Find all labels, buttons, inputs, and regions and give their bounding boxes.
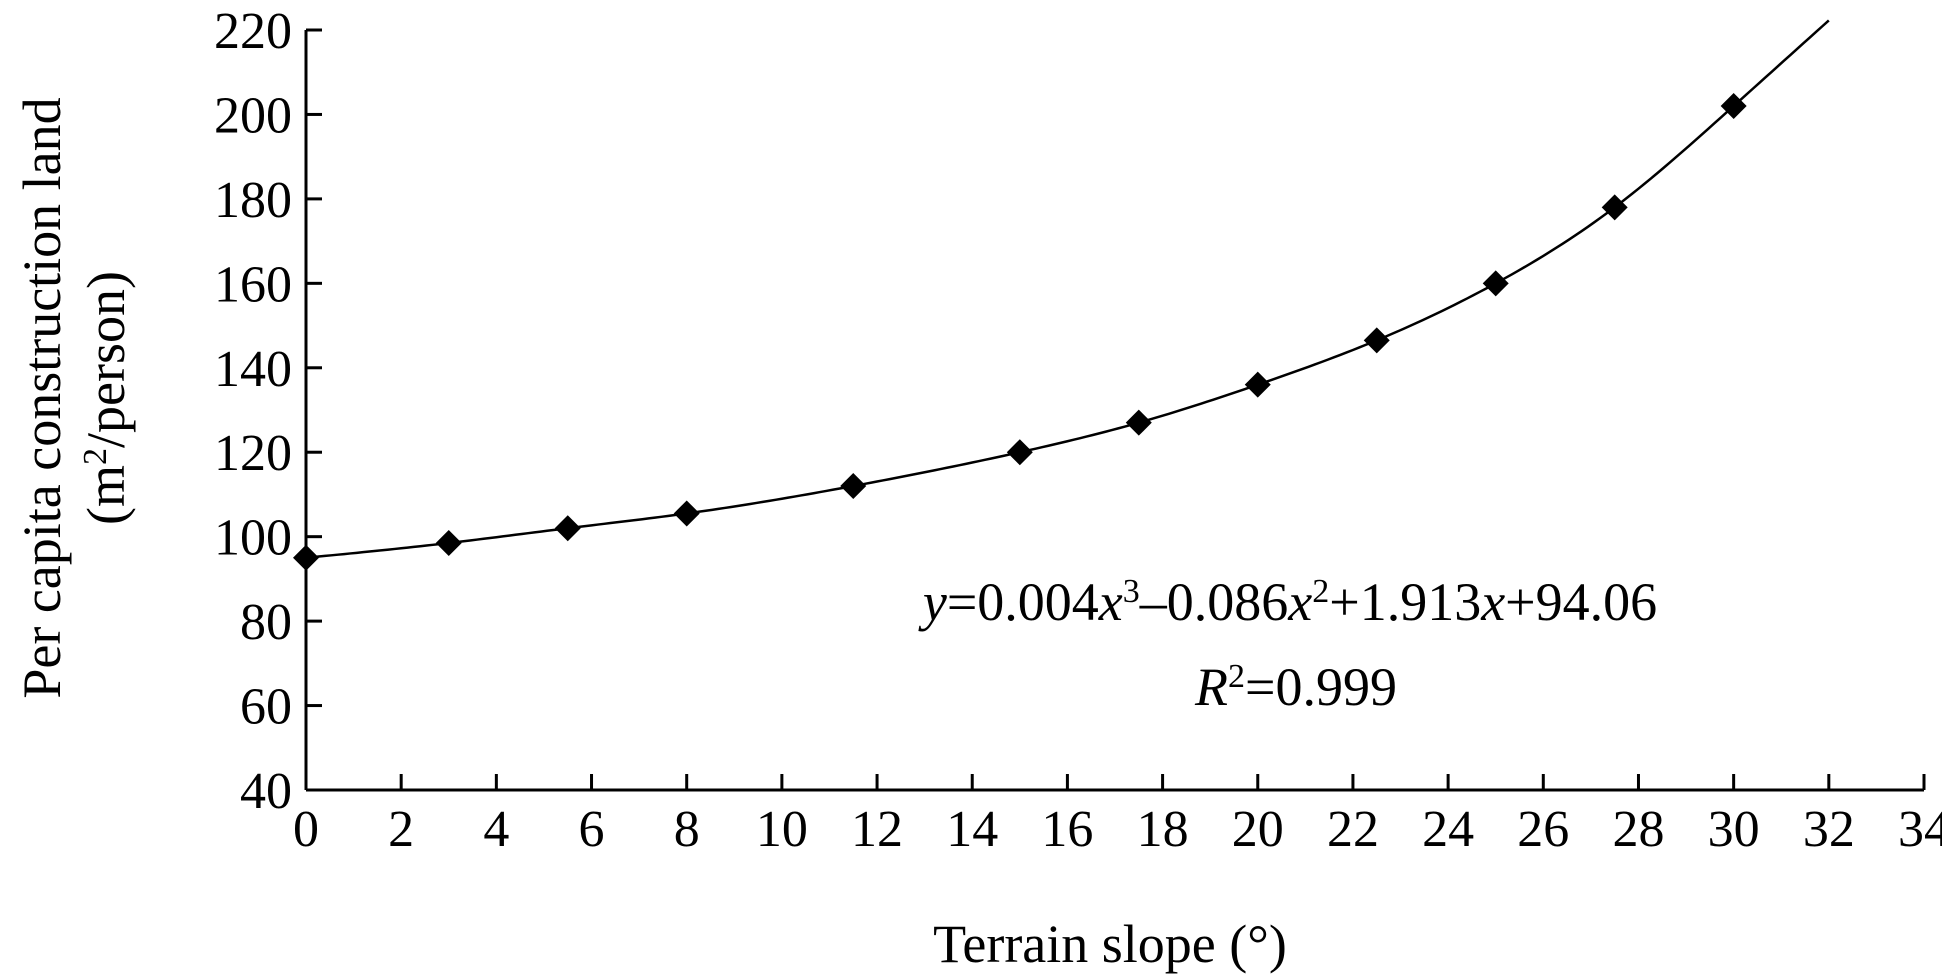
x-tick-label: 20	[1232, 801, 1284, 858]
x-tick-label: 30	[1708, 801, 1760, 858]
x-tick-label: 4	[483, 801, 509, 858]
y-tick-label: 180	[214, 172, 292, 229]
y-tick-label: 160	[214, 256, 292, 313]
x-tick-label: 2	[388, 801, 414, 858]
x-tick-label: 14	[946, 801, 998, 858]
data-points	[293, 93, 1747, 571]
y-tick-label: 120	[214, 425, 292, 482]
data-point	[554, 515, 581, 542]
x-tick-label: 8	[674, 801, 700, 858]
y-axis-title-line2: (m2/person)	[76, 271, 136, 525]
x-tick-label: 22	[1327, 801, 1379, 858]
x-tick-label: 28	[1612, 801, 1664, 858]
data-point	[435, 530, 462, 556]
x-tick-label: 12	[851, 801, 903, 858]
y-tick-label: 220	[214, 3, 292, 60]
y-axis-title: Per capita construction land (m2/person)	[12, 97, 136, 698]
data-point	[1363, 327, 1390, 354]
y-tick-label: 80	[240, 594, 292, 651]
data-point	[1601, 194, 1628, 221]
data-point	[840, 473, 867, 499]
y-axis-ticks: 40 60 80 100 120 140 160 180 200 220	[214, 3, 322, 820]
data-point	[673, 500, 700, 527]
y-tick-label: 100	[214, 510, 292, 567]
x-tick-label: 32	[1803, 801, 1855, 858]
y-tick-label: 40	[240, 763, 292, 820]
r-squared: R2=0.999	[1194, 657, 1397, 717]
data-point	[1006, 439, 1033, 466]
x-tick-label: 10	[756, 801, 808, 858]
data-point	[1244, 371, 1271, 398]
axes	[304, 30, 1924, 792]
x-tick-label: 6	[579, 801, 605, 858]
x-axis-ticks: 0 2 4 6 8 10 12 14 16 18 20 22 24 26 28 30 32 34	[293, 774, 1942, 858]
x-tick-label: 26	[1517, 801, 1569, 858]
x-axis-title: Terrain slope (°)	[933, 914, 1287, 974]
data-point	[1720, 93, 1747, 119]
data-point	[1125, 409, 1152, 436]
y-tick-label: 140	[214, 341, 292, 398]
y-tick-label: 200	[214, 87, 292, 144]
trendline-curve	[305, 19, 1830, 560]
x-tick-label: 24	[1422, 801, 1474, 858]
x-tick-label: 34	[1898, 801, 1942, 858]
x-tick-label: 0	[293, 801, 319, 858]
trend-equation: y=0.004x3–0.086x2+1.913x+94.06	[918, 572, 1657, 632]
x-tick-label: 16	[1041, 801, 1093, 858]
data-point	[293, 544, 319, 571]
x-tick-label: 18	[1137, 801, 1189, 858]
y-axis-title-line1: Per capita construction land	[12, 97, 72, 698]
y-tick-label: 60	[240, 679, 292, 736]
data-point	[1482, 270, 1509, 297]
